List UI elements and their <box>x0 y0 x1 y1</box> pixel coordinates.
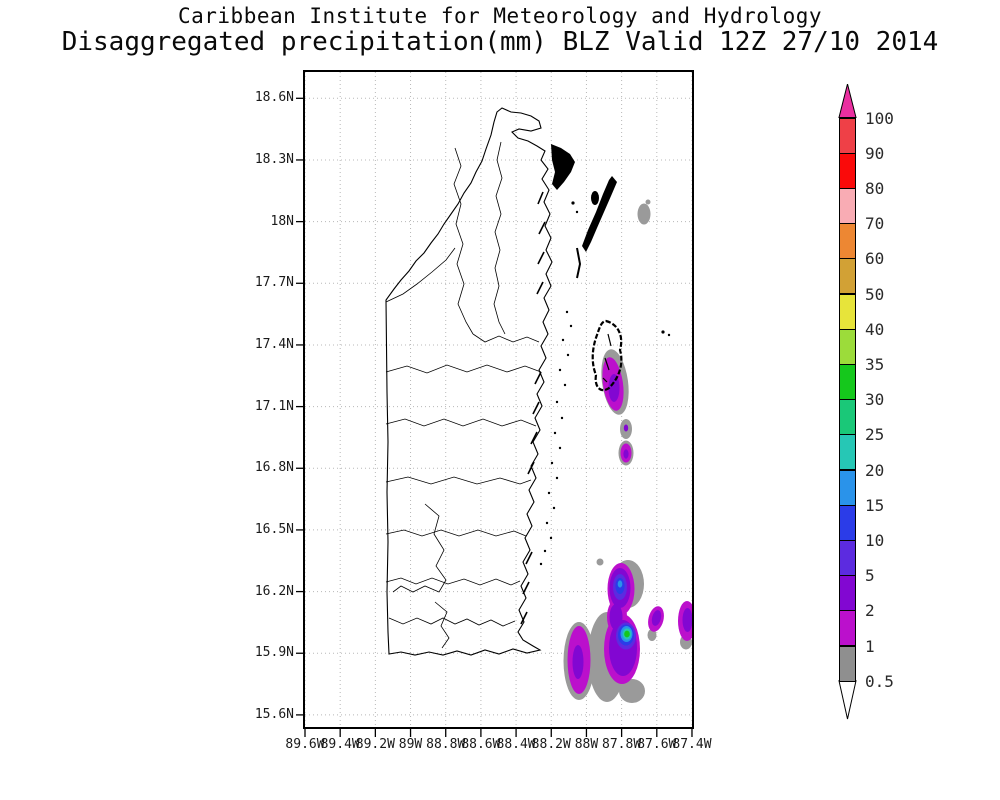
colorbar-level-label: 60 <box>865 249 885 269</box>
lat-label: 18.3N <box>254 151 294 167</box>
cayes-and-atolls <box>539 144 671 566</box>
belize-precipitation-map <box>305 72 692 727</box>
small-cayes <box>539 201 671 566</box>
lon-label: 89.2W <box>355 737 395 752</box>
lat-label: 16.2N <box>254 583 294 599</box>
lon-label: 89.6W <box>285 737 325 752</box>
colorbar-level-label: 5 <box>865 566 875 586</box>
colorbar-level-label: 30 <box>865 390 885 410</box>
lat-label: 15.6N <box>254 706 294 722</box>
lon-label: 88.2W <box>531 737 571 752</box>
colorbar-arrow-top <box>838 84 857 118</box>
lat-label: 15.9N <box>254 645 294 661</box>
lat-label: 17.1N <box>254 398 294 414</box>
lon-label: 88W <box>574 737 599 752</box>
institute-title: Caribbean Institute for Meteorology and … <box>177 4 822 28</box>
colorbar-segment <box>839 258 856 295</box>
colorbar-segment <box>839 293 856 330</box>
belize-coastline <box>385 107 553 656</box>
lat-label: 18N <box>270 213 294 229</box>
precip-cells <box>567 357 692 694</box>
barrier-reef-chain <box>582 176 617 252</box>
colorbar-segment <box>839 610 856 647</box>
map-frame <box>303 70 694 729</box>
lat-label: 17.4N <box>254 336 294 352</box>
colorbar-segment <box>839 117 856 154</box>
colorbar-segment <box>839 645 856 682</box>
colorbar-level-label: 40 <box>865 319 885 339</box>
lat-label: 17.7N <box>254 275 294 291</box>
colorbar-arrow-bottom <box>838 680 857 720</box>
district-boundaries <box>385 141 542 649</box>
dotted-gridlines <box>305 72 692 727</box>
lat-label: 16.8N <box>254 460 294 476</box>
colorbar-segment <box>839 434 856 471</box>
colorbar-level-label: 70 <box>865 214 885 234</box>
lon-label: 88.8W <box>426 737 466 752</box>
colorbar-segment <box>839 223 856 260</box>
colorbar-level-label: 0.5 <box>865 671 894 691</box>
colorbar-segment <box>839 152 856 189</box>
lon-label: 87.4W <box>672 737 712 752</box>
colorbar-level-label: 50 <box>865 284 885 304</box>
colorbar-level-label: 10 <box>865 530 885 550</box>
colorbar-level-label: 25 <box>865 425 885 445</box>
colorbar-level-label: 80 <box>865 178 885 198</box>
turneffe-atoll <box>591 319 623 392</box>
colorbar-level-label: 15 <box>865 495 885 515</box>
coastal-lagoons <box>520 191 546 625</box>
colorbar-segment <box>839 328 856 365</box>
colorbar-level-label: 20 <box>865 460 885 480</box>
colorbar-level-label: 90 <box>865 143 885 163</box>
colorbar-level-label: 35 <box>865 354 885 374</box>
lat-label: 16.5N <box>254 521 294 537</box>
precip-blob-small <box>623 424 629 432</box>
precip-blob-main-cluster <box>604 563 640 684</box>
caye-caulker <box>576 247 582 279</box>
colorbar-segment <box>839 539 856 577</box>
precipitation-colorbar: 100 90 80 70 60 50 40 35 30 25 20 15 10 5 2 1 0.5 <box>836 84 966 729</box>
lon-label: 89.4W <box>320 737 360 752</box>
colorbar-segment <box>839 575 856 612</box>
colorbar-segment <box>839 363 856 401</box>
colorbar-level-label: 2 <box>865 601 875 621</box>
lon-label: 88.6W <box>461 737 501 752</box>
lon-label: 87.8W <box>602 737 642 752</box>
colorbar-segment <box>839 504 856 541</box>
colorbar-segment <box>839 187 856 225</box>
plot-title: Disaggregated precipitation(mm) BLZ Vali… <box>61 27 939 57</box>
lat-label: 18.6N <box>254 90 294 106</box>
colorbar-segment <box>839 469 856 506</box>
colorbar-level-label: 100 <box>865 108 894 128</box>
lon-label: 89W <box>398 737 423 752</box>
lon-label: 88.4W <box>496 737 536 752</box>
colorbar-level-label: 1 <box>865 636 875 656</box>
lon-label: 87.6W <box>637 737 677 752</box>
colorbar-segment <box>839 399 856 436</box>
ambergris-caye <box>551 144 575 190</box>
